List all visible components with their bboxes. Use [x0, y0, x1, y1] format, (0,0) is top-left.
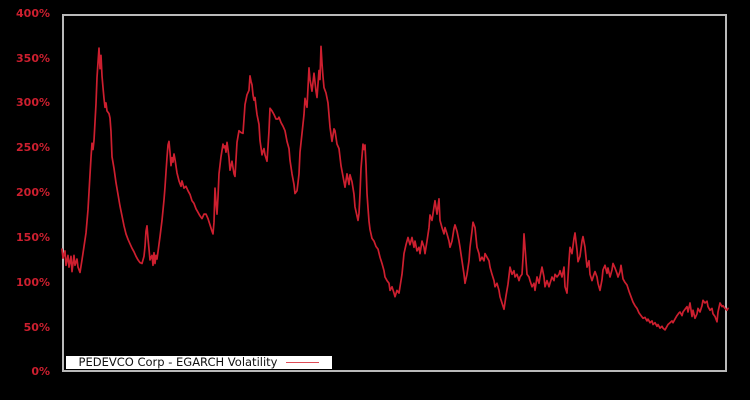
- y-axis-tick-250: 250%: [16, 141, 50, 154]
- legend-label: PEDEVCO Corp - EGARCH Volatility: [78, 355, 278, 369]
- y-axis-tick-300: 300%: [16, 96, 50, 109]
- y-axis-tick-100: 100%: [16, 276, 50, 289]
- y-axis-tick-0: 0%: [31, 365, 50, 378]
- plot-area: [62, 14, 727, 372]
- legend: PEDEVCO Corp - EGARCH Volatility: [66, 356, 332, 369]
- y-axis-tick-150: 150%: [16, 231, 50, 244]
- y-axis-tick-400: 400%: [16, 7, 50, 20]
- y-axis-tick-50: 50%: [23, 321, 50, 334]
- legend-line-sample: [286, 362, 320, 363]
- egarch-volatility-line: [61, 45, 729, 331]
- y-axis-tick-200: 200%: [16, 186, 50, 199]
- y-axis-tick-350: 350%: [16, 52, 50, 65]
